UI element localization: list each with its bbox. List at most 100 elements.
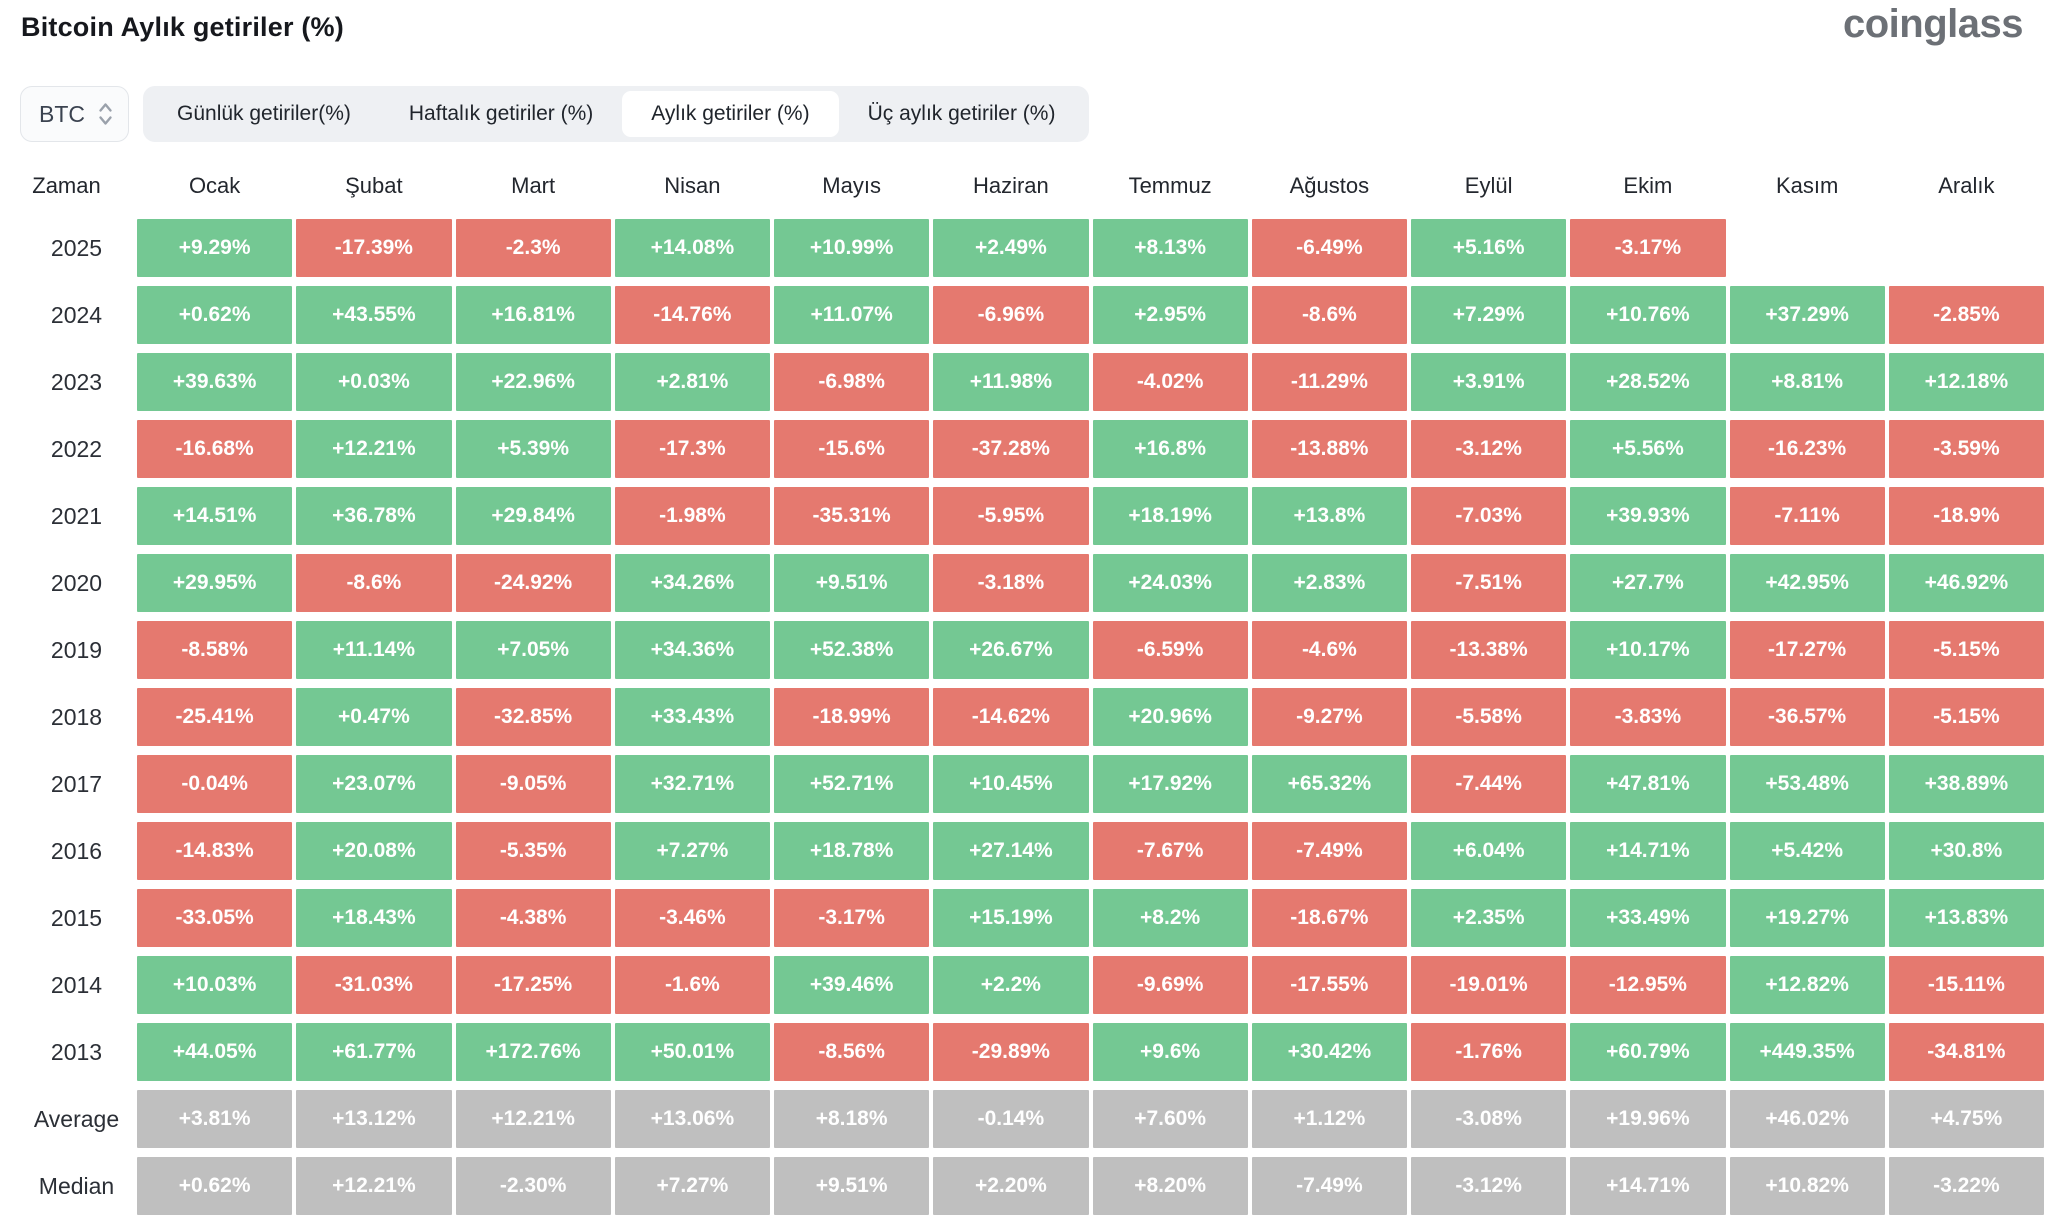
table-cell: -6.98%: [774, 353, 930, 411]
table-cell: -8.58%: [137, 621, 293, 679]
table-cell: +7.27%: [614, 822, 770, 880]
table-cell: -8.6%: [1251, 286, 1407, 344]
table-cell: +0.47%: [296, 688, 452, 746]
table-cell: -7.49%: [1251, 822, 1407, 880]
table-cell: -9.69%: [1092, 956, 1248, 1014]
table-cell: -8.6%: [296, 554, 452, 612]
column-header: Haziran: [972, 173, 1049, 198]
column-header: Eylül: [1464, 173, 1513, 198]
table-cell: +9.51%: [774, 1157, 930, 1215]
table-cell: -31.03%: [296, 956, 452, 1014]
table-cell: +30.8%: [1888, 822, 2044, 880]
table-cell: +7.29%: [1411, 286, 1567, 344]
table-cell: +13.83%: [1888, 889, 2044, 947]
table-cell: +16.8%: [1092, 420, 1248, 478]
table-cell: -4.02%: [1092, 353, 1248, 411]
row-label: 2019: [50, 636, 103, 663]
table-cell: -6.59%: [1092, 621, 1248, 679]
table-cell: +8.18%: [774, 1090, 930, 1148]
column-header: Zaman: [32, 173, 101, 198]
table-cell: -6.96%: [933, 286, 1089, 344]
table-cell: -3.17%: [1570, 219, 1726, 277]
table-cell: +13.06%: [614, 1090, 770, 1148]
row-label: 2013: [50, 1038, 103, 1065]
row-label: Median: [38, 1172, 115, 1199]
table-cell: +0.62%: [137, 286, 293, 344]
table-cell: +23.07%: [296, 755, 452, 813]
tab-1[interactable]: Günlük getiriler(%): [177, 102, 351, 125]
table-cell: +6.04%: [1411, 822, 1567, 880]
coin-selector[interactable]: BTC: [20, 86, 129, 142]
returns-table: Zaman Ocak Şubat Mart Nisan Mayıs Haziran Temmu…: [0, 162, 2044, 1215]
table-cell: -5.15%: [1888, 688, 2044, 746]
table-cell: +19.27%: [1729, 889, 1885, 947]
table-cell: -33.05%: [137, 889, 293, 947]
row-label: 2018: [50, 703, 103, 730]
table-cell: +26.67%: [933, 621, 1089, 679]
column-header: Kasım: [1775, 173, 1839, 198]
table-cell: +46.02%: [1729, 1090, 1885, 1148]
table-cell: +3.91%: [1411, 353, 1567, 411]
table-cell: +12.21%: [455, 1090, 611, 1148]
table-cell: +27.7%: [1570, 554, 1726, 612]
table-cell: -15.6%: [774, 420, 930, 478]
table-cell: +2.49%: [933, 219, 1089, 277]
table-cell: +39.46%: [774, 956, 930, 1014]
table-cell: -3.59%: [1888, 420, 2044, 478]
table-cell: +10.99%: [774, 219, 930, 277]
table-cell: -24.92%: [455, 554, 611, 612]
table-cell: +11.14%: [296, 621, 452, 679]
table-cell: -17.25%: [455, 956, 611, 1014]
table-cell: +20.08%: [296, 822, 452, 880]
table-cell: +8.81%: [1729, 353, 1885, 411]
table-cell: -3.12%: [1411, 420, 1567, 478]
table-cell: +8.2%: [1092, 889, 1248, 947]
table-cell: +8.13%: [1092, 219, 1248, 277]
table-cell: +18.43%: [296, 889, 452, 947]
table-cell: -3.18%: [933, 554, 1089, 612]
table-cell: +24.03%: [1092, 554, 1248, 612]
table-cell: -0.04%: [137, 755, 293, 813]
row-label: Average: [33, 1105, 120, 1132]
table-cell: +10.82%: [1729, 1157, 1885, 1215]
table-cell: +20.96%: [1092, 688, 1248, 746]
table-cell: -3.08%: [1411, 1090, 1567, 1148]
table-cell: +38.89%: [1888, 755, 2044, 813]
row-label: 2021: [50, 502, 103, 529]
column-header: Şubat: [345, 173, 403, 198]
table-cell: -3.83%: [1570, 688, 1726, 746]
table-cell: +10.03%: [137, 956, 293, 1014]
table-cell: -19.01%: [1411, 956, 1567, 1014]
table-cell: +10.76%: [1570, 286, 1726, 344]
table-cell: -17.27%: [1729, 621, 1885, 679]
table-cell: +39.93%: [1570, 487, 1726, 545]
table-cell: +5.39%: [455, 420, 611, 478]
table-cell: -1.98%: [614, 487, 770, 545]
table-cell: +11.07%: [774, 286, 930, 344]
row-label: 2016: [50, 837, 103, 864]
table-cell: +2.81%: [614, 353, 770, 411]
table-cell: +5.56%: [1570, 420, 1726, 478]
row-label: 2015: [50, 904, 103, 931]
table-cell: -16.68%: [137, 420, 293, 478]
table-cell: -17.3%: [614, 420, 770, 478]
tab-3[interactable]: Aylık getiriler (%): [622, 91, 839, 137]
table-cell: -4.38%: [455, 889, 611, 947]
column-header: Ocak: [188, 173, 241, 198]
row-label: 2014: [50, 971, 103, 998]
controls-bar: BTC Günlük getiriler(%) Haftalık getirile…: [20, 86, 1090, 142]
table-cell: +32.71%: [614, 755, 770, 813]
table-cell: -15.11%: [1888, 956, 2044, 1014]
tab-2[interactable]: Haftalık getiriler (%): [408, 102, 594, 125]
table-cell: +44.05%: [137, 1023, 293, 1081]
table-cell: +9.6%: [1092, 1023, 1248, 1081]
table-cell: [1889, 219, 2044, 277]
tab-4[interactable]: Üç aylık getiriler (%): [867, 102, 1056, 125]
table-cell: -13.38%: [1411, 621, 1567, 679]
table-cell: +42.95%: [1729, 554, 1885, 612]
table-cell: -12.95%: [1570, 956, 1726, 1014]
table-cell: +52.71%: [774, 755, 930, 813]
table-cell: +52.38%: [774, 621, 930, 679]
table-cell: -7.44%: [1411, 755, 1567, 813]
tab-bar: Günlük getiriler(%) Haftalık getiriler (%…: [143, 86, 1090, 142]
